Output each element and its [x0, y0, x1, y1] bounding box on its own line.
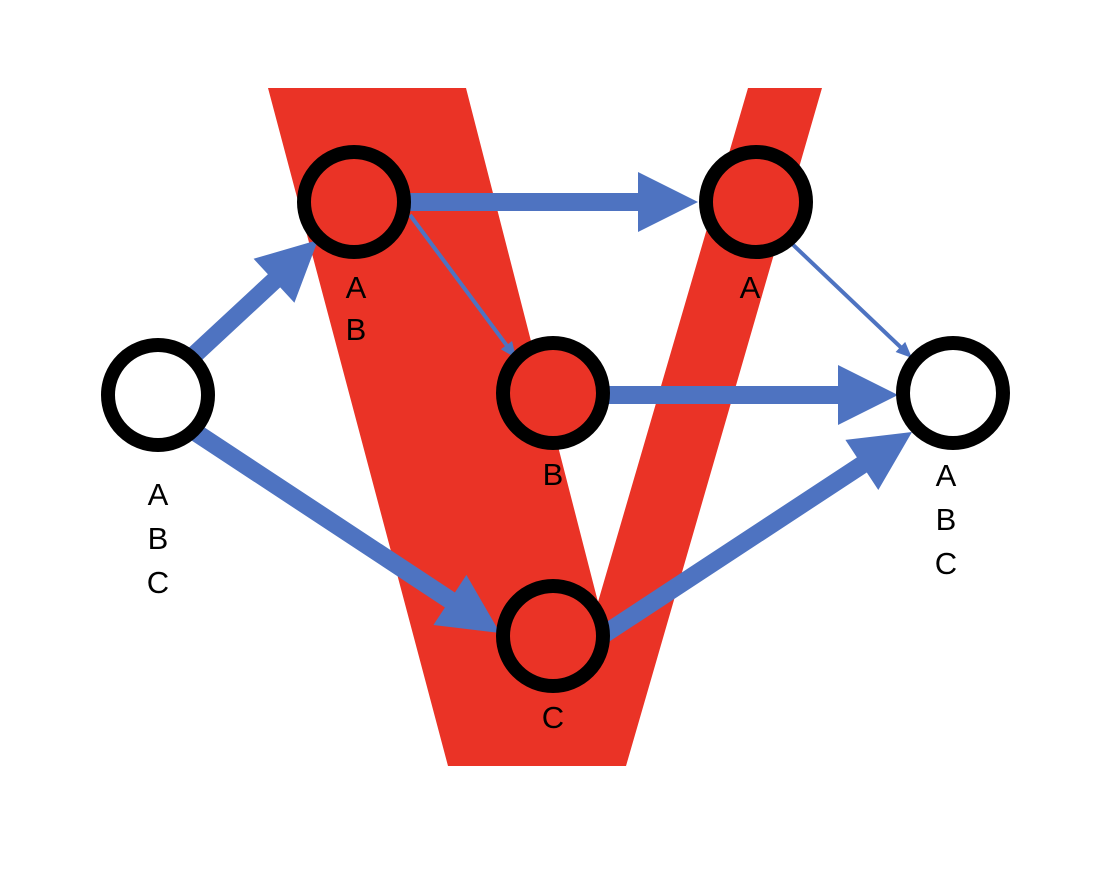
node-bottom	[496, 579, 610, 693]
node-top-left	[297, 145, 411, 259]
node-top-right	[699, 145, 813, 259]
nodes-layer	[101, 145, 1010, 693]
edge-arrow-top-right-to-sink	[786, 238, 912, 358]
node-label-sink-2: C	[935, 546, 957, 581]
edge-arrow-bottom-to-sink	[598, 432, 912, 643]
node-label-top-right-0: A	[740, 270, 761, 305]
node-label-bottom-0: C	[542, 700, 564, 735]
edge-arrow-top-left-to-middle	[408, 213, 516, 358]
node-label-middle-0: B	[543, 457, 564, 492]
node-label-top-left-0: A	[346, 270, 367, 305]
node-source	[101, 338, 215, 452]
node-label-source-0: A	[148, 477, 169, 512]
node-label-top-left-1: B	[346, 312, 367, 347]
node-middle	[496, 336, 610, 450]
node-label-source-2: C	[147, 565, 169, 600]
edge-arrow-middle-to-sink	[604, 365, 898, 425]
edges-layer	[185, 172, 912, 643]
node-sink	[896, 336, 1010, 450]
edge-arrow-top-left-to-top-right	[407, 172, 698, 232]
edge-arrow-source-to-top-left	[185, 240, 318, 364]
node-label-sink-1: B	[936, 502, 957, 537]
node-label-sink-0: A	[936, 458, 957, 493]
node-label-source-1: B	[148, 521, 169, 556]
edge-arrow-source-to-bottom	[187, 422, 500, 633]
